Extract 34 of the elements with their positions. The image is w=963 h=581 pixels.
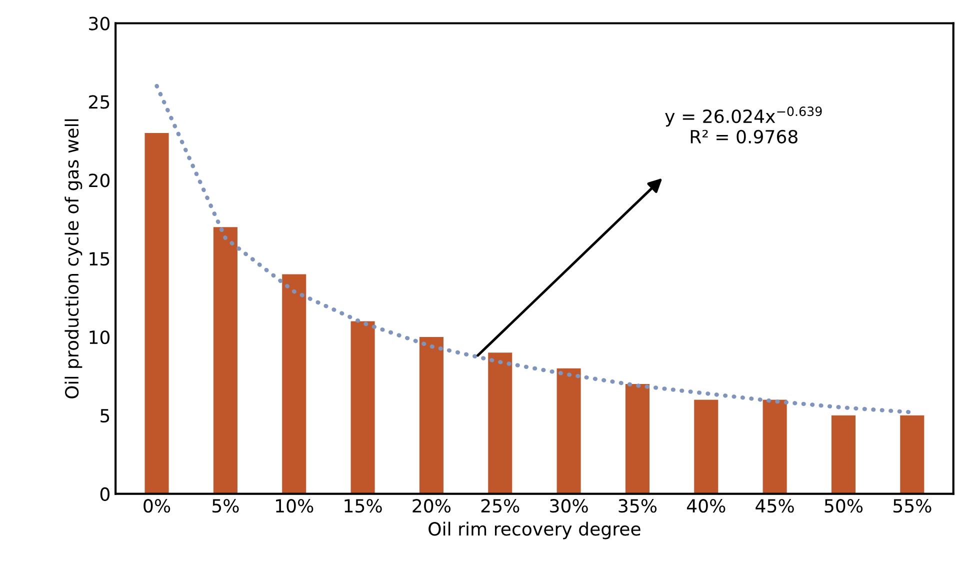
x-tick-label: 25% [481, 499, 520, 513]
x-tick-label: 15% [344, 499, 382, 513]
bar [213, 227, 238, 494]
x-tick-label: 35% [618, 499, 657, 513]
bar [282, 274, 306, 494]
bar [350, 321, 375, 494]
x-tick-label: 30% [550, 499, 588, 513]
x-tick-label: 5% [212, 499, 239, 513]
y-tick-label: 30 [89, 16, 110, 30]
y-tick-label: 10 [90, 330, 110, 344]
bar [556, 368, 581, 494]
x-tick-label: 40% [686, 499, 726, 513]
x-tick-label: 55% [893, 499, 932, 513]
bar [419, 336, 444, 494]
x-tick-label: 20% [412, 499, 451, 513]
annotation: y = 26.024x$^{−0.639}$ R² = 0.9768 [665, 106, 822, 144]
bar [144, 133, 169, 494]
y-axis-title: Oil production cycle of gas well [64, 119, 82, 398]
y-tick-label: 0 [100, 487, 110, 501]
bar [488, 352, 512, 494]
y-tick-label: 5 [100, 409, 110, 423]
x-axis-title: Oil rim recovery degree [428, 522, 640, 540]
y-tick-label: 15 [90, 252, 110, 266]
bar [900, 415, 924, 494]
x-tick-label: 0% [144, 499, 170, 513]
bar [694, 400, 718, 494]
y-tick-label: 25 [89, 95, 110, 109]
x-tick-label: 10% [276, 499, 314, 513]
bar [625, 384, 650, 494]
bar [831, 415, 856, 494]
y-tick-label: 20 [89, 174, 110, 188]
bar [762, 400, 787, 494]
x-tick-label: 50% [824, 499, 863, 513]
x-tick-label: 45% [756, 499, 794, 513]
